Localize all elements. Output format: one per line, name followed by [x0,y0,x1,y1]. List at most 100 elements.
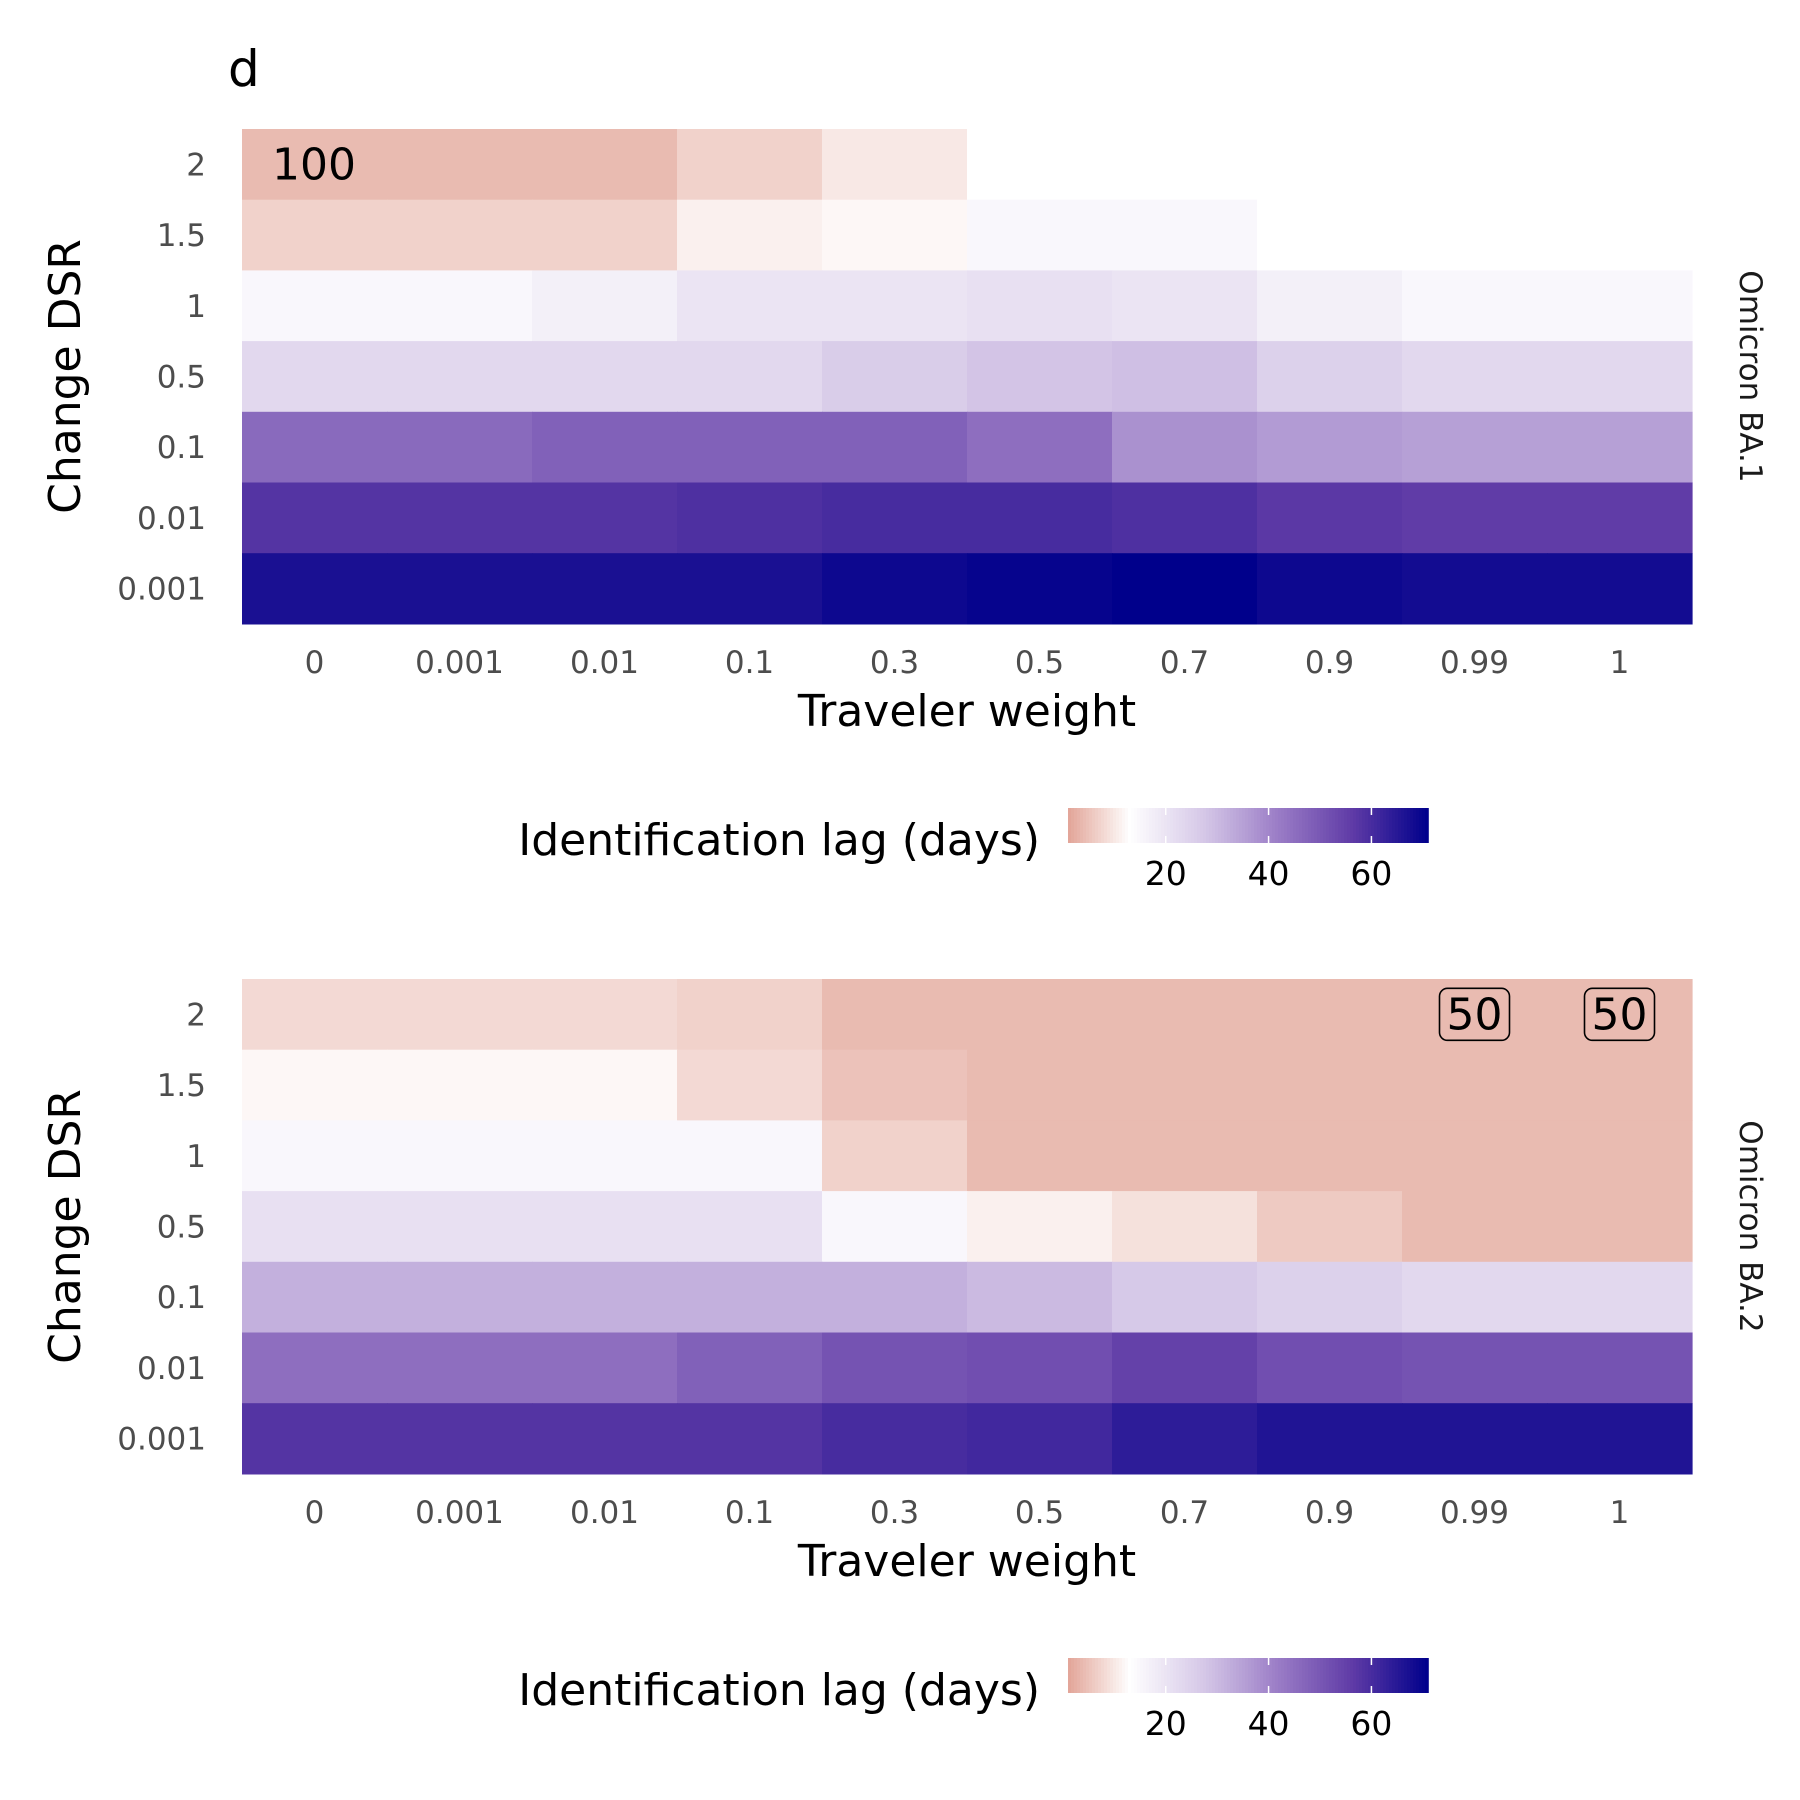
heatmap-cell [532,270,678,342]
legend-gradient-segment [1143,808,1147,843]
legend-gradient-segment [1128,1658,1132,1693]
heatmap-cell [532,411,678,484]
legend-gradient-segment [1377,1658,1381,1693]
heatmap-cell [242,199,388,271]
legend-gradient-segment [1278,1658,1282,1693]
y-axis-title: Change DSR [40,1089,91,1364]
heatmap-cell [1402,1332,1548,1404]
heatmap-cell [1547,270,1693,342]
heatmap-cell [242,482,388,554]
legend-gradient-segment [1389,1658,1393,1693]
legend-gradient-segment [1392,1658,1396,1693]
heatmap-cell [677,1261,823,1334]
legend-gradient-segment [1371,1658,1375,1693]
heatmap-cell [532,199,678,271]
legend-gradient-segment [1275,808,1279,843]
y-tick-label: 0.1 [157,430,206,466]
legend-gradient-segment [1068,808,1072,843]
legend-gradient-segment [1401,808,1405,843]
legend-gradient-segment [1320,1658,1324,1693]
heatmap-cell [242,341,388,413]
heatmap-cell [532,1332,678,1404]
legend-gradient-segment [1326,808,1330,843]
heatmap-cell [1257,1332,1403,1404]
heatmap-cell [967,979,1113,1051]
legend-gradient-segment [1245,1658,1249,1693]
x-tick-label: 0.5 [1015,645,1064,681]
x-tick-label: 0.01 [570,1495,639,1531]
heatmap-cell [242,1120,388,1192]
legend-gradient-segment [1341,808,1345,843]
legend-gradient-segment [1107,1658,1111,1693]
heatmap-cell [1112,1332,1258,1404]
legend-gradient-segment [1332,1658,1336,1693]
legend-gradient-segment [1398,1658,1402,1693]
legend-gradient-segment [1422,808,1426,843]
heatmap-cell [1547,979,1693,1051]
legend-gradient-segment [1140,1658,1144,1693]
legend-tick-label: 40 [1248,1704,1290,1743]
legend-gradient-segment [1344,808,1348,843]
legend-gradient-segment [1155,808,1159,843]
legend-gradient-segment [1359,808,1363,843]
legend-gradient-segment [1095,1658,1099,1693]
legend-gradient-segment [1251,808,1255,843]
heatmap-cell [1112,411,1258,484]
legend-tick-label: 60 [1350,1704,1392,1743]
heatmap-cell [532,1049,678,1121]
x-tick-label: 0.7 [1160,1495,1209,1531]
heatmap-cell [822,1403,968,1475]
legend-gradient-segment [1305,1658,1309,1693]
legend-gradient-segment [1092,1658,1096,1693]
x-tick-label: 0.3 [870,1495,919,1531]
legend-gradient-segment [1266,808,1270,843]
legend-gradient-segment [1410,1658,1414,1693]
y-tick-label: 1 [186,289,206,325]
legend-gradient-segment [1137,1658,1141,1693]
heatmap-cell [1547,411,1693,484]
legend-gradient-segment [1212,808,1216,843]
heatmap-cell [967,482,1113,554]
heatmap-cell [967,199,1113,271]
heatmap-cell [532,341,678,413]
x-tick-label: 1 [1610,1495,1630,1531]
heatmap-cell [967,553,1113,625]
legend-gradient-segment [1254,808,1258,843]
heatmap-cell [1402,1261,1548,1334]
heatmap-cell [822,270,968,342]
heatmap-cell [1112,1191,1258,1263]
heatmap-cell [967,1403,1113,1475]
legend-gradient-segment [1197,1658,1201,1693]
legend-gradient-segment [1086,1658,1090,1693]
legend-gradient-segment [1314,1658,1318,1693]
heatmap-cell [677,482,823,554]
legend-gradient-segment [1089,1658,1093,1693]
legend-gradient-segment [1158,808,1162,843]
heatmap-cell [242,979,388,1051]
legend-gradient-segment [1134,1658,1138,1693]
legend-gradient-segment [1374,1658,1378,1693]
legend-gradient-segment [1329,1658,1333,1693]
legend-gradient-segment [1287,1658,1291,1693]
heatmap-cell [1112,1403,1258,1475]
heatmap-panel: 2 1.5 1 0.5 0.1 0.01 0.001 0 0.001 0.01 0.1 0.3 0.5 0… [40,979,1768,1587]
legend-gradient-segment [1104,1658,1108,1693]
legend-gradient-segment [1104,808,1108,843]
legend-gradient-segment [1422,1658,1426,1693]
heatmap-cell [1547,1191,1693,1263]
legend-gradient-segment [1350,808,1354,843]
heatmap-cell [1402,553,1548,625]
legend-gradient-segment [1164,808,1168,843]
panel-letter: d [228,40,260,98]
heatmap-cell [967,270,1113,342]
x-tick-label: 0.9 [1305,645,1354,681]
legend-gradient-segment [1395,808,1399,843]
legend-gradient-segment [1194,1658,1198,1693]
legend-gradient-segment [1326,1658,1330,1693]
legend-gradient-segment [1317,808,1321,843]
heatmap-cell [822,1332,968,1404]
legend-gradient-segment [1269,1658,1273,1693]
heatmap-cell [1257,411,1403,484]
legend-gradient-segment [1425,1658,1429,1693]
heatmap-cell [1547,1120,1693,1192]
